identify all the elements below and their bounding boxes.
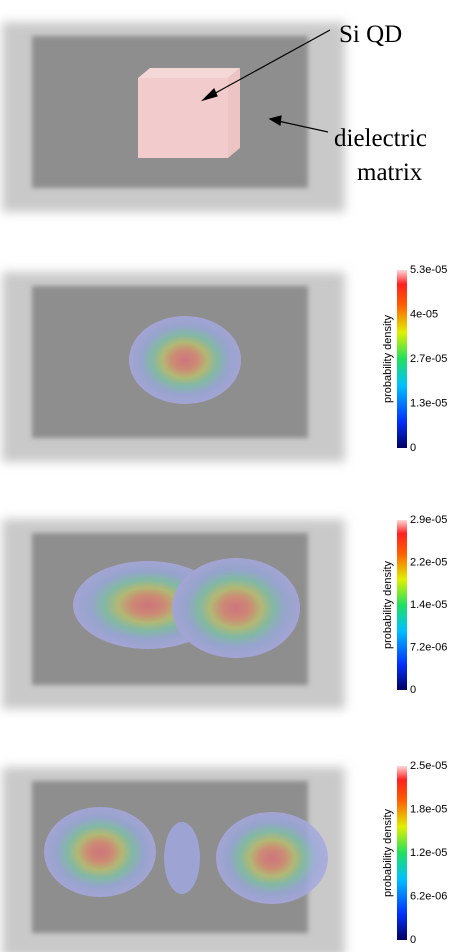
colorbar-tick-label: 6.2e-06 xyxy=(410,890,447,902)
colorbar-tick-label: 0 xyxy=(410,442,416,454)
label-dielectric: dielectric xyxy=(334,125,427,152)
colorbar-tick-label: 5.3e-05 xyxy=(410,264,447,276)
colorbar-title: probability density xyxy=(382,560,394,649)
wavefunctions xyxy=(44,316,328,904)
colorbar-title: probability density xyxy=(382,808,394,897)
colorbar xyxy=(397,520,407,690)
colorbar-title: probability density xyxy=(382,314,394,403)
colorbar-tick-label: 2.7e-05 xyxy=(410,353,447,365)
colorbar-tick-label: 0 xyxy=(410,684,416,696)
annotation-arrows xyxy=(200,29,331,133)
colorbar-tick-label: 0 xyxy=(410,934,416,946)
colorbar-tick-label: 1.8e-05 xyxy=(410,803,447,815)
colorbar-tick-label: 2.2e-05 xyxy=(410,556,447,568)
colorbar-tick-label: 7.2e-06 xyxy=(410,641,447,653)
colorbar xyxy=(397,270,407,448)
label-matrix: matrix xyxy=(357,159,423,186)
boxes xyxy=(2,22,345,952)
colorbar-tick-label: 1.3e-05 xyxy=(410,397,447,409)
colorbar-tick-label: 1.2e-05 xyxy=(410,847,447,859)
colorbar xyxy=(397,766,407,940)
si-cube xyxy=(138,68,240,158)
colorbar-tick-label: 1.4e-05 xyxy=(410,599,447,611)
colorbar-tick-label: 2.5e-05 xyxy=(410,760,447,772)
colorbar-tick-label: 4e-05 xyxy=(410,308,438,320)
colorbars: probability density 5.3e-05 4e-05 2.7e-05 1.… xyxy=(382,264,447,946)
colorbar-tick-label: 2.9e-05 xyxy=(410,514,447,526)
label-si-qd: Si QD xyxy=(339,21,402,48)
